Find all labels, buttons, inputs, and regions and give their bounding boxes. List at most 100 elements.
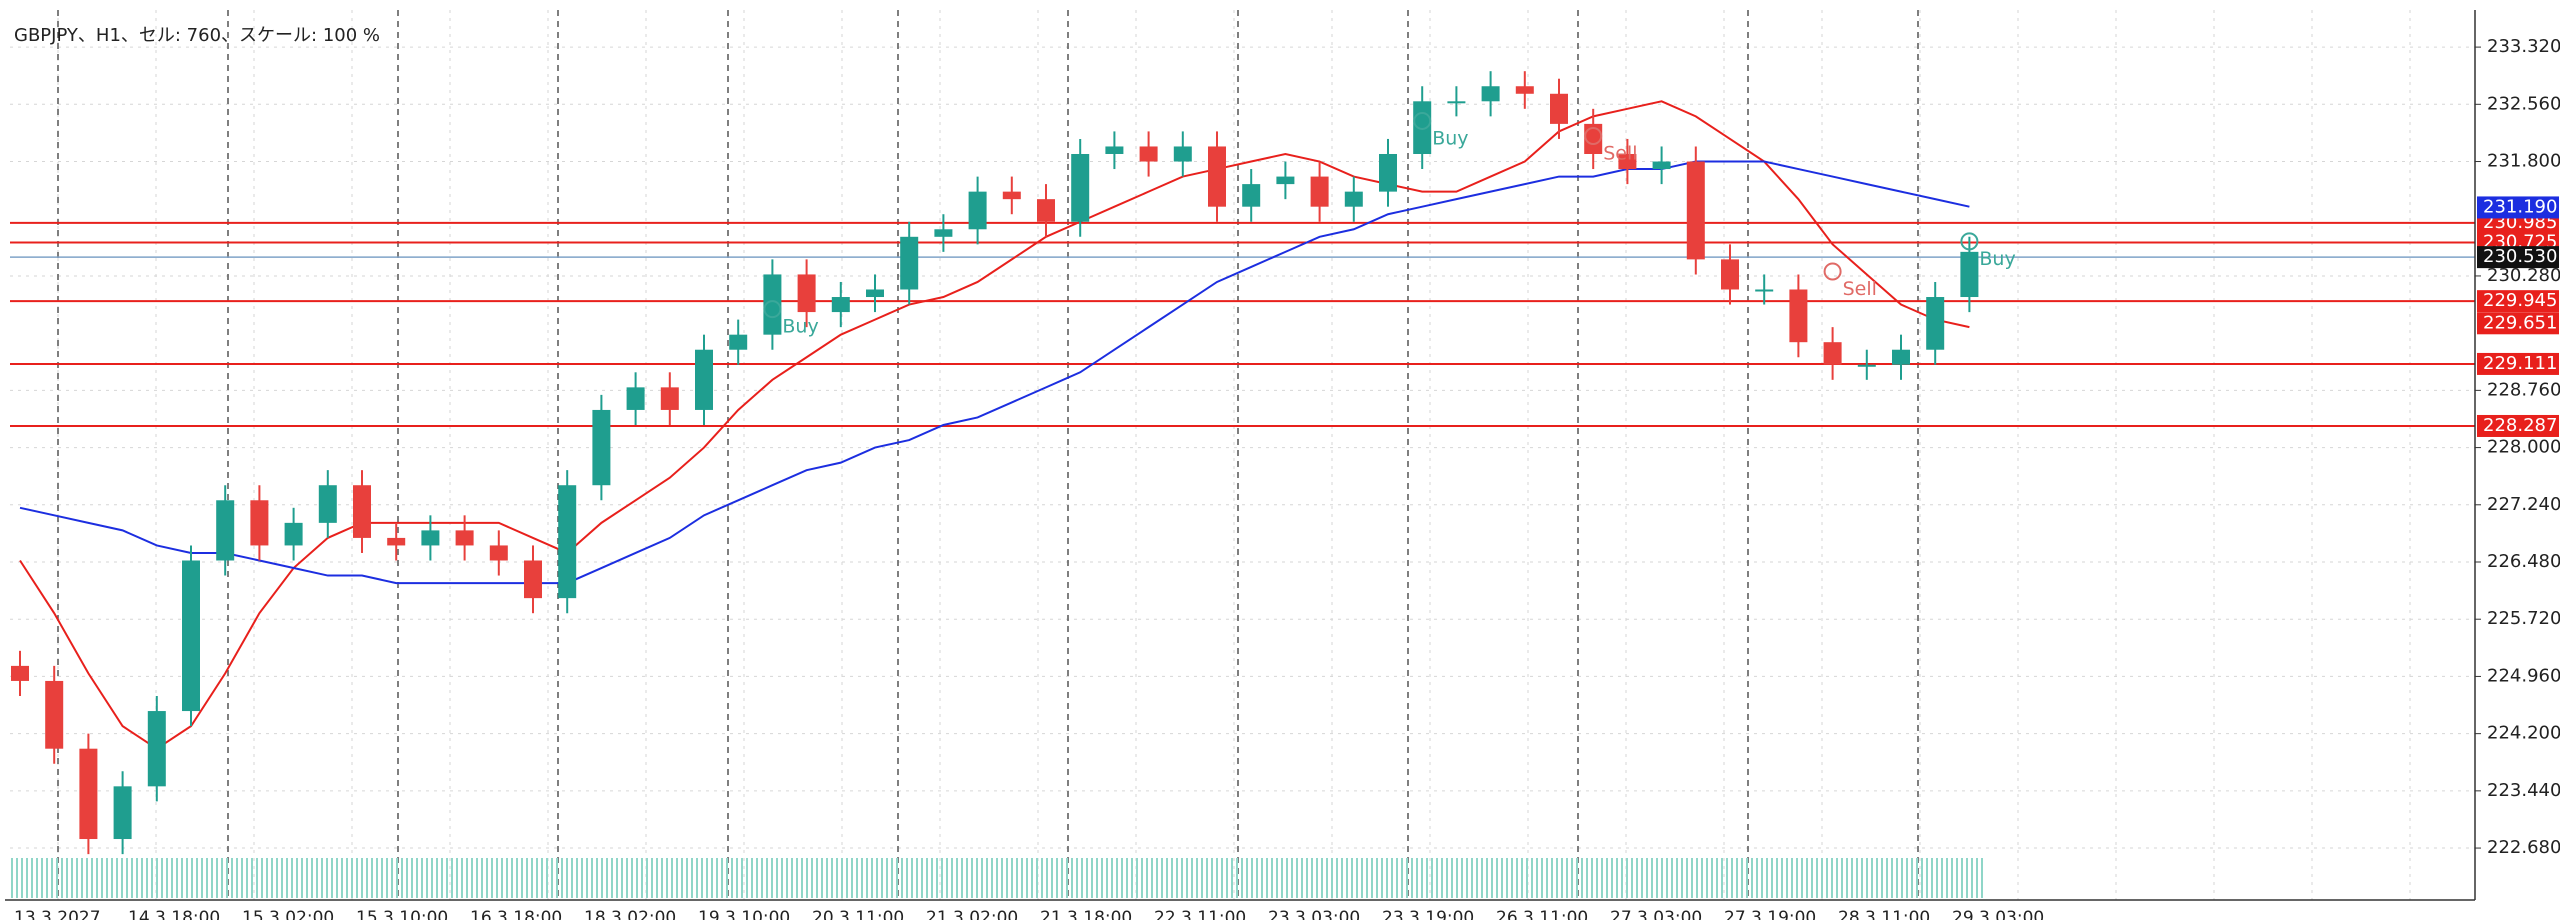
candle-body (1208, 146, 1226, 207)
candle-body (147, 711, 166, 787)
y-tick-label: 226.480 (2487, 551, 2560, 572)
candle-body (284, 522, 303, 546)
candle-body (626, 387, 645, 410)
candle-body (1379, 153, 1397, 192)
level-label: 229.111 (2483, 353, 2557, 374)
x-tick-label: 16.3.18:00 (470, 908, 562, 920)
y-tick-label: 222.680 (2487, 837, 2560, 858)
candle-body (968, 191, 987, 230)
y-tick-label: 231.800 (2487, 151, 2560, 172)
candle-body (1276, 176, 1295, 185)
candle-body (79, 748, 98, 840)
candle-body (1823, 342, 1842, 365)
candle-body (1310, 176, 1329, 207)
candle-body (1892, 349, 1910, 365)
candle-body (1173, 146, 1192, 162)
price-label: 231.190 (2483, 196, 2557, 217)
candle-body (660, 387, 679, 410)
x-tick-label: 20.3.11:00 (812, 908, 904, 920)
volume-strip (11, 858, 1983, 898)
x-tick-label: 19.3.10:00 (698, 908, 790, 920)
x-tick-label: 21.3.02:00 (926, 908, 1018, 920)
y-tick-label: 223.440 (2487, 780, 2560, 801)
price-label-bg (2477, 312, 2559, 335)
candle-body (1857, 364, 1876, 367)
candle-body (113, 786, 132, 840)
candle-body (1139, 146, 1158, 162)
candle-body (1686, 161, 1705, 260)
level-label: 229.945 (2483, 290, 2557, 311)
candle-body (1242, 184, 1261, 207)
price-label: 229.651 (2483, 312, 2557, 333)
plot: Buy Buy Sell Sell Buy (10, 71, 2475, 855)
trade-label: Buy (782, 316, 818, 338)
x-tick-label: 15.3.10:00 (356, 908, 448, 920)
x-tick-label: 21.3.18:00 (1040, 908, 1132, 920)
candle-body (1413, 101, 1432, 154)
y-tick-label: 227.240 (2487, 494, 2560, 515)
y-tick-label: 232.560 (2487, 93, 2560, 114)
y-tick-label: 233.320 (2487, 36, 2560, 57)
candle-body (1755, 289, 1774, 292)
moving-average (19, 100, 1970, 750)
candle-body (1618, 153, 1637, 170)
trade-marker (1960, 232, 1979, 251)
y-tick-label: 224.200 (2487, 723, 2560, 744)
candle-body (1105, 146, 1124, 154)
x-tick-label: 26.3.11:00 (1496, 908, 1588, 920)
candle-body (900, 236, 919, 290)
candle-body (1550, 93, 1568, 124)
candle-body (421, 530, 440, 546)
x-tick-label: 23.3.19:00 (1382, 908, 1474, 920)
candle-body (866, 289, 884, 298)
price-label-bg (2477, 196, 2559, 219)
candle-body (1447, 101, 1466, 104)
y-tick-label: 230.280 (2487, 265, 2560, 286)
moving-average (19, 160, 1970, 585)
candle-body (1002, 191, 1021, 200)
candle-body (1789, 289, 1808, 343)
grid (10, 10, 2475, 900)
trade-marker (1584, 126, 1603, 145)
x-tick-label: 29.3.03:00 (1952, 908, 2044, 920)
trade-label: Sell (1603, 142, 1637, 164)
x-tick-label: 28.3.11:00 (1838, 908, 1930, 920)
trade-marker (763, 300, 782, 319)
price-label: 230.530 (2483, 246, 2557, 267)
candle-body (216, 500, 235, 561)
candle-body (558, 485, 577, 599)
candle-body (1721, 259, 1739, 290)
candle-body (182, 560, 200, 712)
x-tick-label: 13.3.2027 (14, 908, 101, 920)
candle-body (1481, 86, 1500, 102)
candle-body (524, 560, 542, 599)
level-label-bg (2477, 290, 2559, 313)
x-tick-label: 22.3.11:00 (1154, 908, 1246, 920)
candle-body (1344, 191, 1363, 207)
candle-body (353, 485, 371, 538)
candle-body (318, 485, 337, 523)
candle-body (592, 409, 611, 486)
y-tick-label: 228.760 (2487, 379, 2560, 400)
candle-body (1037, 199, 1055, 222)
candle-body (1960, 251, 1979, 298)
candle-body (797, 274, 816, 313)
candle-body (1071, 153, 1090, 222)
trade-label: Buy (1979, 248, 2015, 270)
y-tick-label: 228.000 (2487, 437, 2560, 458)
x-tick-label: 27.3.19:00 (1724, 908, 1816, 920)
trade-label: Sell (1843, 278, 1877, 300)
candle-body (455, 530, 474, 546)
x-tick-label: 14.3.18:00 (128, 908, 220, 920)
candle-body (831, 297, 850, 313)
price-axis: 233.320 232.560 231.800 230.280 228.760 228.0… (14, 36, 2560, 920)
candle-body (11, 665, 29, 681)
level-label-bg (2477, 414, 2559, 437)
candle-body (489, 545, 508, 561)
x-tick-label: 15.3.02:00 (242, 908, 334, 920)
candle-body (1652, 161, 1671, 170)
candle-body (387, 537, 406, 546)
y-tick-label: 224.960 (2487, 665, 2560, 686)
x-tick-label: 23.3.03:00 (1268, 908, 1360, 920)
